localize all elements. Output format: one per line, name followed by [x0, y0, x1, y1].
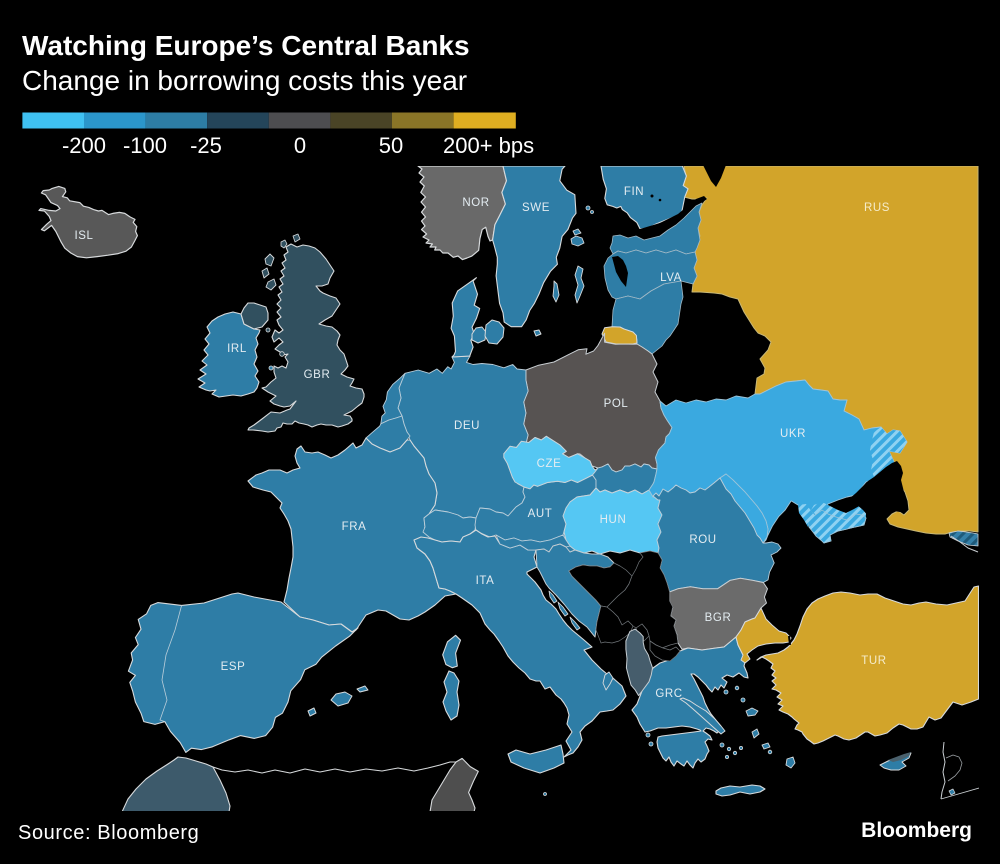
svg-text:DEU: DEU: [454, 420, 480, 432]
svg-text:GRC: GRC: [655, 688, 682, 700]
svg-text:ESP: ESP: [221, 661, 246, 673]
svg-text:POL: POL: [604, 398, 629, 410]
svg-text:AUT: AUT: [528, 508, 553, 520]
svg-text:UKR: UKR: [780, 428, 806, 440]
svg-text:SWE: SWE: [522, 202, 550, 214]
svg-text:RUS: RUS: [864, 202, 890, 214]
svg-text:IRL: IRL: [227, 343, 247, 355]
svg-text:ISL: ISL: [74, 230, 93, 242]
svg-text:ITA: ITA: [476, 575, 495, 587]
svg-text:LVA: LVA: [660, 272, 682, 284]
svg-text:TUR: TUR: [861, 655, 886, 667]
svg-text:ROU: ROU: [689, 534, 716, 546]
svg-text:NOR: NOR: [462, 197, 489, 209]
svg-text:CZE: CZE: [537, 458, 562, 470]
svg-text:BGR: BGR: [705, 612, 732, 624]
svg-text:FIN: FIN: [624, 186, 644, 198]
svg-text:FRA: FRA: [342, 521, 367, 533]
svg-text:HUN: HUN: [600, 514, 627, 526]
svg-text:GBR: GBR: [304, 369, 331, 381]
